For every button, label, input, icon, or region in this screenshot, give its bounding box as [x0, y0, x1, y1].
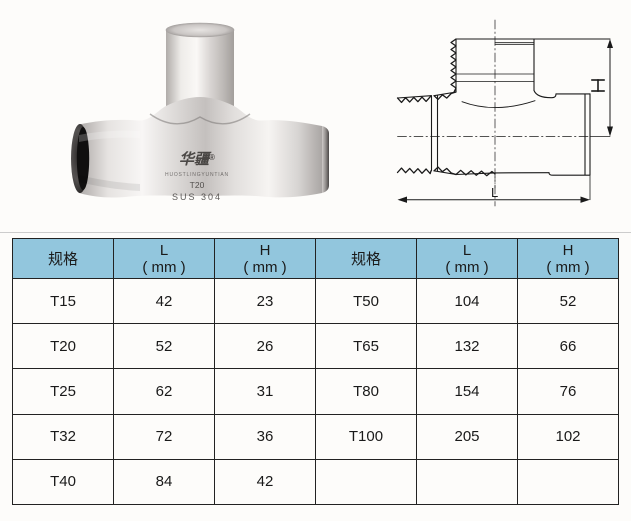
- svg-text:L: L: [491, 185, 498, 200]
